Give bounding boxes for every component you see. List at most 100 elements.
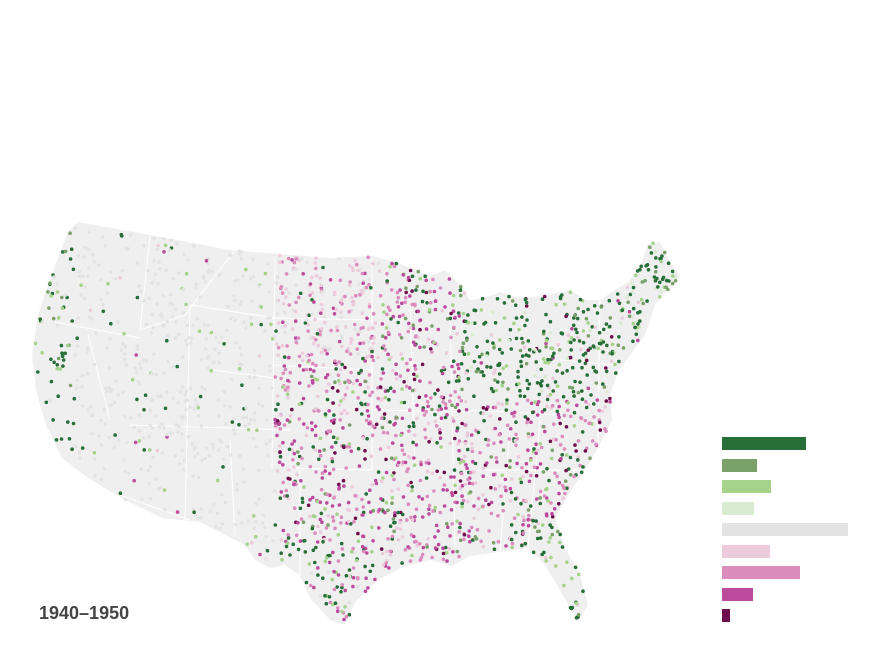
county-dot-no-change xyxy=(156,281,160,286)
county-dot-gain xyxy=(326,523,330,527)
county-dot-loss xyxy=(390,261,394,266)
county-dot-loss xyxy=(379,497,383,501)
county-dot-moderate-gain xyxy=(285,392,290,397)
county-dot-gain xyxy=(492,346,496,350)
county-dot-no-change xyxy=(189,336,194,341)
county-dot-no-change xyxy=(193,286,198,291)
county-dot-moderate-loss xyxy=(274,424,278,428)
county-dot-strong-gain xyxy=(49,357,53,362)
county-dot-moderate-loss xyxy=(314,338,318,342)
conterminous-us-landmass xyxy=(32,222,680,625)
county-dot-moderate-loss xyxy=(422,413,427,417)
county-dot-strong-gain xyxy=(302,538,307,543)
county-dot-moderate-loss xyxy=(282,423,287,427)
county-dot-no-change xyxy=(133,366,137,371)
county-dot-gain xyxy=(430,407,434,412)
county-dot-moderate-loss xyxy=(439,395,444,399)
county-dot-strong-gain xyxy=(49,379,54,384)
county-dot-no-change xyxy=(353,327,357,332)
county-dot-loss xyxy=(275,433,279,438)
county-dot-no-change xyxy=(108,270,113,275)
county-dot-strong-gain xyxy=(368,569,373,574)
county-dot-moderate-loss xyxy=(331,519,336,523)
county-dot-moderate-gain xyxy=(351,390,355,394)
county-dot-loss xyxy=(414,443,419,447)
county-dot-slight-loss xyxy=(396,487,401,491)
county-dot-moderate-loss xyxy=(385,272,389,276)
state-border-line xyxy=(184,304,191,521)
county-dot-slight-loss xyxy=(290,448,295,452)
county-dot-gain xyxy=(455,549,460,554)
county-dot-no-change xyxy=(222,457,226,462)
county-dot-strong-gain xyxy=(465,447,470,452)
county-dot-no-change xyxy=(181,287,186,291)
county-dot-moderate-loss xyxy=(507,437,512,441)
county-dot-moderate-gain xyxy=(462,459,466,464)
county-dot-strong-gain xyxy=(360,412,364,416)
county-dot-no-change xyxy=(77,269,82,274)
county-dot-moderate-loss xyxy=(338,418,343,422)
county-dot-strong-gain xyxy=(565,486,569,491)
county-dot-strong-gain xyxy=(576,458,580,462)
county-dot-slight-loss xyxy=(353,258,357,263)
county-dot-no-change xyxy=(77,451,82,455)
county-dot-slight-loss xyxy=(408,326,413,330)
county-dot-strong-gain xyxy=(581,589,585,593)
county-dot-no-change xyxy=(123,498,128,502)
county-dot-moderate-loss xyxy=(285,344,289,348)
county-dot-no-change xyxy=(137,429,142,433)
county-dot-no-change xyxy=(123,357,127,362)
county-dot-loss xyxy=(337,503,342,507)
county-dot-gain xyxy=(501,380,505,385)
county-dot-no-change xyxy=(132,425,137,430)
county-dot-moderate-loss xyxy=(361,505,366,509)
county-dot-loss xyxy=(445,559,449,563)
county-dot-slight-loss xyxy=(319,302,324,307)
county-dot-loss xyxy=(627,309,632,314)
county-dot-strong-gain xyxy=(607,298,612,303)
county-dot-moderate-loss xyxy=(402,452,407,457)
county-dot-no-change xyxy=(305,260,310,265)
county-dot-strong-gain xyxy=(291,542,296,546)
county-dot-moderate-loss xyxy=(413,367,418,371)
county-dot-moderate-gain xyxy=(390,473,395,478)
county-dot-moderate-gain xyxy=(162,488,167,492)
county-dot-gain xyxy=(309,374,314,379)
county-dot-moderate-gain xyxy=(55,366,59,371)
county-dot-strong-gain xyxy=(496,363,500,368)
county-dot-moderate-loss xyxy=(385,312,389,317)
county-dot-slight-loss xyxy=(522,345,527,350)
county-dot-strong-gain xyxy=(142,448,146,452)
county-dot-no-change xyxy=(182,252,187,257)
county-dot-no-change xyxy=(174,307,178,312)
county-dot-slight-loss xyxy=(345,411,350,416)
county-dot-slight-loss xyxy=(481,493,485,497)
county-dot-strong-gain xyxy=(578,297,583,302)
county-dot-loss xyxy=(132,478,136,483)
county-dot-moderate-gain xyxy=(631,321,636,326)
county-dot-slight-loss xyxy=(310,275,314,280)
county-dot-strong-loss xyxy=(363,457,367,461)
county-dot-moderate-loss xyxy=(347,445,352,449)
county-dot-strong-gain xyxy=(571,389,576,394)
county-dot-no-change xyxy=(48,399,53,403)
county-dot-moderate-loss xyxy=(343,393,348,397)
county-dot-moderate-gain xyxy=(311,514,316,518)
county-dot-strong-gain xyxy=(545,383,550,388)
county-dot-moderate-loss xyxy=(583,418,588,423)
county-dot-slight-loss xyxy=(473,481,478,485)
county-dot-strong-gain xyxy=(387,397,391,402)
county-dot-slight-loss xyxy=(410,518,415,523)
county-dot-no-change xyxy=(175,241,179,246)
county-dot-strong-gain xyxy=(52,360,56,365)
county-dot-moderate-gain xyxy=(540,523,545,527)
county-dot-no-change xyxy=(252,436,256,441)
county-dot-moderate-loss xyxy=(366,255,371,259)
county-dot-no-change xyxy=(139,467,143,471)
county-dot-loss xyxy=(309,421,314,425)
county-dot-no-change xyxy=(146,468,151,473)
county-dot-strong-loss xyxy=(417,395,422,400)
county-dot-slight-loss xyxy=(347,283,352,288)
county-dot-moderate-gain xyxy=(318,436,323,441)
county-dot-no-change xyxy=(124,363,128,367)
